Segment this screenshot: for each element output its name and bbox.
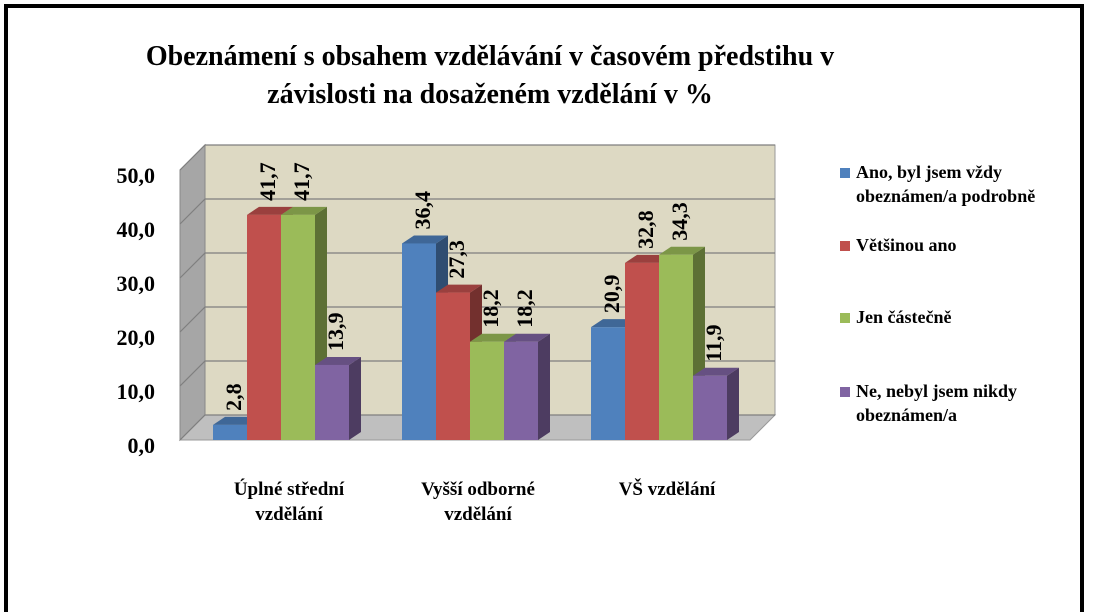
bar — [659, 254, 693, 440]
legend-label: Ne, nebyl jsem nikdy obeznámen/a — [856, 381, 1018, 425]
y-tick-label: 20,0 — [117, 325, 156, 350]
bar-top — [659, 246, 705, 255]
y-tick-label: 40,0 — [117, 217, 156, 242]
y-tick-label: 0,0 — [128, 433, 156, 458]
side-wall — [179, 143, 206, 442]
bar — [625, 262, 659, 440]
value-label: 41,7 — [289, 162, 314, 201]
value-label: 11,9 — [701, 324, 726, 361]
bar-top — [436, 284, 482, 293]
x-tick-label: VŠ vzdělání — [618, 479, 716, 500]
value-label: 34,3 — [667, 202, 692, 241]
chart-title: Obeznámení s obsahem vzdělávání v časové… — [145, 41, 835, 110]
grid-line — [179, 360, 775, 387]
bar-top — [402, 235, 448, 244]
grid-line — [179, 198, 775, 225]
x-tick-label: Vyšší odborné vzdělání — [421, 479, 535, 525]
legend-swatch — [840, 241, 850, 251]
x-tick-label: Úplné střední vzdělání — [233, 479, 345, 525]
frame — [4, 4, 1084, 612]
bar — [470, 341, 504, 440]
legend-label: Jen částečně — [856, 307, 952, 327]
value-label: 32,8 — [633, 210, 658, 249]
y-tick-label: 10,0 — [117, 379, 156, 404]
bar-top — [693, 367, 739, 376]
value-label: 2,8 — [221, 383, 246, 411]
value-label: 18,2 — [512, 289, 537, 328]
value-label: 36,4 — [410, 191, 435, 230]
bar — [402, 243, 436, 440]
value-label: 18,2 — [478, 289, 503, 328]
legend-swatch — [840, 168, 850, 178]
grid-line — [179, 306, 775, 333]
grid-line — [179, 414, 775, 441]
value-label: 13,9 — [323, 312, 348, 351]
bar-top — [247, 206, 293, 215]
bar — [247, 214, 281, 440]
bar — [504, 341, 538, 440]
bar — [591, 327, 625, 440]
y-tick-label: 30,0 — [117, 271, 156, 296]
value-label: 41,7 — [255, 162, 280, 201]
bar-top — [470, 333, 516, 342]
legend-swatch — [840, 387, 850, 397]
legend-swatch — [840, 313, 850, 323]
grid-line — [179, 144, 775, 171]
bar — [693, 375, 727, 440]
value-label: 20,9 — [599, 275, 624, 314]
bar-side — [349, 356, 361, 440]
bar — [315, 364, 349, 440]
bar — [213, 424, 247, 440]
y-tick-label: 50,0 — [117, 163, 156, 188]
bar — [281, 214, 315, 440]
bar — [436, 292, 470, 440]
legend-label: Ano, byl jsem vždy obeznámen/a podrobně — [856, 162, 1036, 206]
bar-top — [504, 333, 550, 342]
value-label: 27,3 — [444, 240, 469, 279]
grid-line — [179, 252, 775, 279]
bar-top — [281, 206, 327, 215]
legend-label: Většinou ano — [856, 235, 957, 255]
bar-side — [727, 367, 739, 440]
bar-side — [538, 333, 550, 440]
bar-top — [315, 356, 361, 365]
